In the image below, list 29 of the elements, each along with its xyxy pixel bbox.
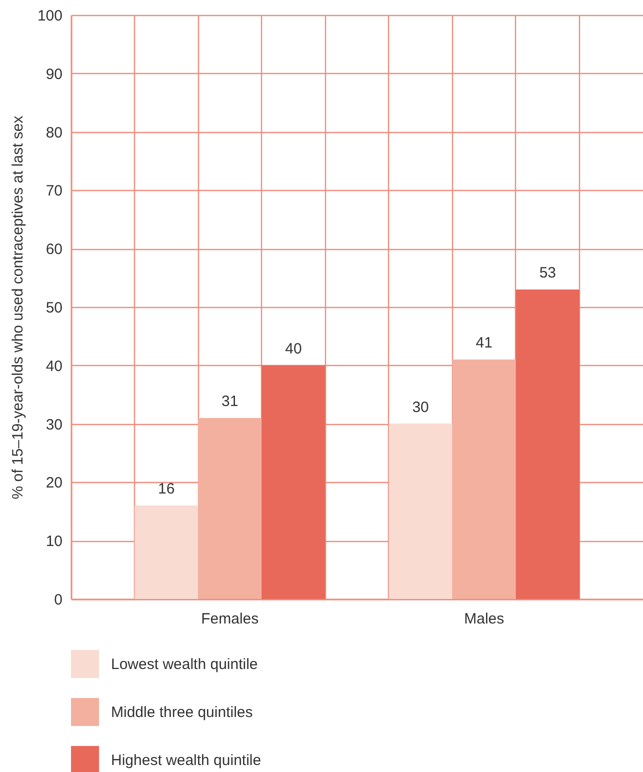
data-label: 53 xyxy=(539,264,556,282)
y-tick-label: 60 xyxy=(46,241,62,258)
data-label: 30 xyxy=(412,398,429,416)
y-tick-label: 90 xyxy=(46,66,62,83)
y-tick-label: 30 xyxy=(46,416,62,434)
y-tick-label: 70 xyxy=(46,182,62,200)
y-tick-label: 20 xyxy=(46,474,62,492)
y-axis-title: % of 15–19-year-olds who used contraceptives at last sex xyxy=(9,115,26,500)
bar xyxy=(452,360,516,599)
bar xyxy=(198,418,262,599)
data-label: 31 xyxy=(222,392,238,410)
bar xyxy=(516,289,580,599)
bar xyxy=(388,424,452,599)
x-tick-label: Males xyxy=(464,610,504,628)
legend-label: Highest wealth quintile xyxy=(111,752,262,769)
legend-label: Middle three quintiles xyxy=(111,704,253,721)
legend-label: Lowest wealth quintile xyxy=(111,656,258,673)
y-tick-label: 40 xyxy=(46,358,62,375)
y-tick-label: 0 xyxy=(54,592,62,608)
y-tick-label: 10 xyxy=(46,533,62,550)
x-tick-label: Females xyxy=(201,610,259,628)
bar xyxy=(262,365,326,599)
y-tick-label: 100 xyxy=(37,8,62,24)
y-tick-label: 80 xyxy=(46,124,62,142)
data-label: 16 xyxy=(158,480,175,498)
data-label: 41 xyxy=(476,334,492,352)
y-tick-label: 50 xyxy=(46,300,62,316)
data-label: 40 xyxy=(285,340,302,358)
bar xyxy=(134,506,198,599)
